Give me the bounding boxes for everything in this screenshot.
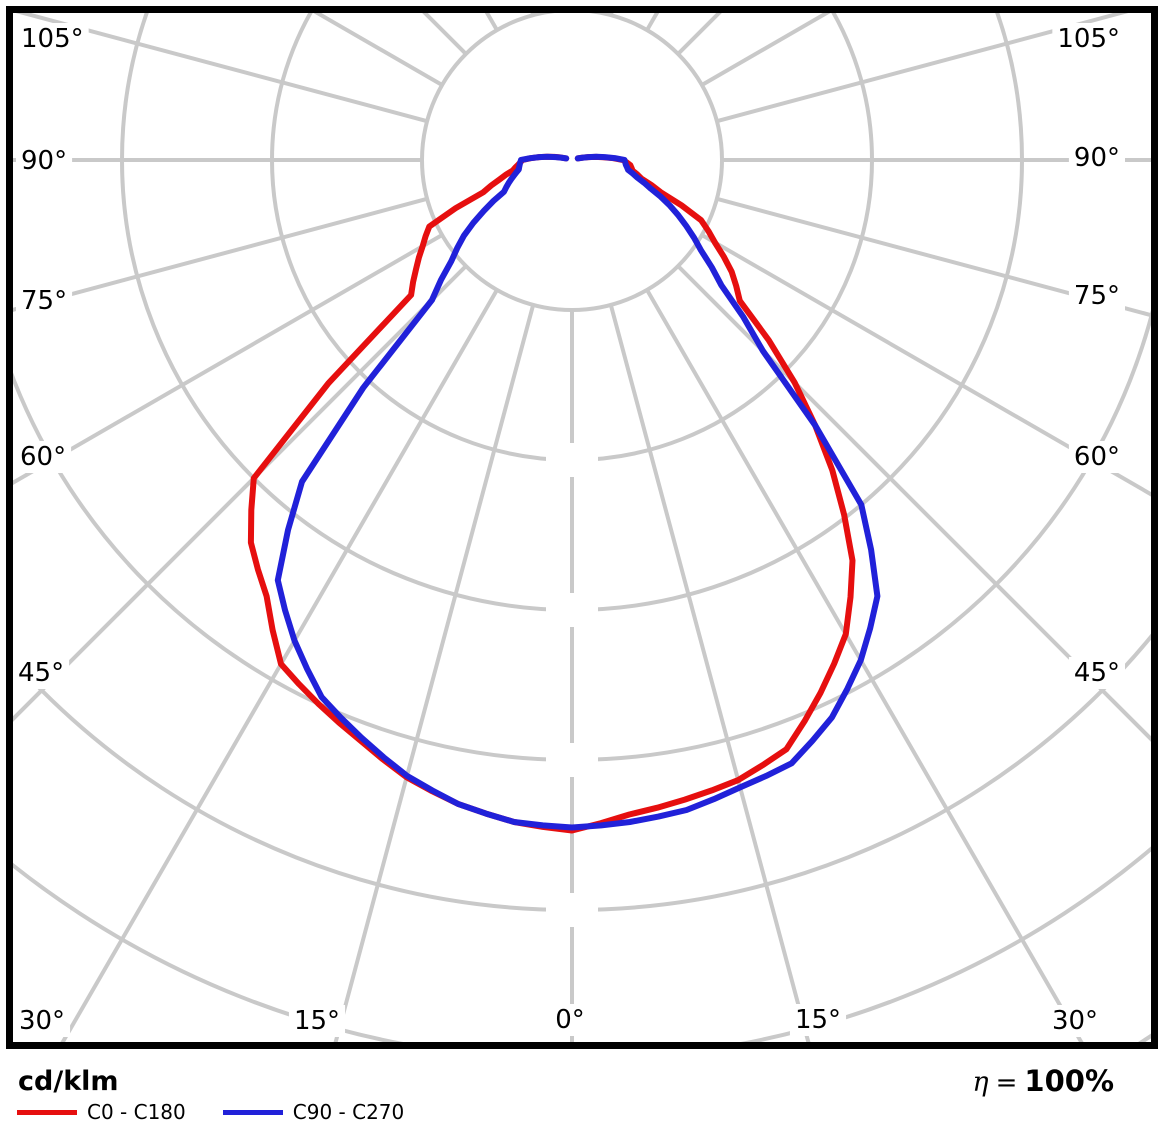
curve-c90-c270 xyxy=(274,153,881,831)
grid-radial-line xyxy=(716,196,1151,318)
grid-radial-line xyxy=(15,13,428,124)
angle-label: 60° xyxy=(1074,442,1120,472)
grid-radial-line xyxy=(716,13,1129,124)
grid-circle xyxy=(13,308,1151,762)
grid-radial-line xyxy=(13,264,468,722)
angle-label: 0° xyxy=(555,1005,585,1035)
angle-label-backing xyxy=(1068,280,1125,312)
ring-value-box xyxy=(546,743,598,777)
angle-label-backing xyxy=(1068,657,1125,689)
angle-label: 30° xyxy=(19,1006,65,1036)
angle-label-backing xyxy=(15,441,72,473)
grid-radial-line xyxy=(13,196,428,312)
angle-label-backing xyxy=(1068,142,1125,174)
angle-label: 105° xyxy=(21,24,84,54)
legend-label-c90-c270: C90 - C270 xyxy=(292,1100,405,1124)
angle-label: 45° xyxy=(1074,658,1120,688)
grid-radial-line xyxy=(608,304,811,1042)
angle-label-backing xyxy=(13,1005,71,1037)
eta-value: 100% xyxy=(1024,1064,1114,1098)
ring-value-box xyxy=(546,593,598,627)
grid-radial-line xyxy=(700,233,1151,497)
angle-label: 105° xyxy=(1057,24,1120,54)
angle-label: 90° xyxy=(1074,143,1120,173)
angle-label-backing xyxy=(13,657,70,689)
legend-item-c90: C90 - C270 xyxy=(222,1100,405,1124)
grid-radial-line xyxy=(60,288,499,1042)
ring-value-box xyxy=(546,893,598,927)
angle-label-backing xyxy=(16,145,73,177)
unit-label: cd/klm xyxy=(18,1066,119,1097)
grid-radial-line xyxy=(13,233,444,486)
eta-symbol: η xyxy=(972,1067,989,1098)
angle-label: 75° xyxy=(1074,281,1120,311)
angle-label: 90° xyxy=(21,146,67,176)
angle-label: 60° xyxy=(20,442,66,472)
angle-label-backing xyxy=(1052,23,1125,55)
angle-label-backing xyxy=(1046,1005,1104,1037)
legend-label-c0-c180: C0 - C180 xyxy=(87,1100,186,1124)
legend-swatch-c0-c180 xyxy=(17,1109,77,1115)
angle-label: 15° xyxy=(294,1006,340,1036)
plot-border xyxy=(6,6,1158,1049)
angle-label-backing xyxy=(16,23,89,55)
efficiency-label: η = 100% xyxy=(972,1064,1114,1098)
grid-radial-line xyxy=(676,264,1151,742)
angle-label: 45° xyxy=(18,658,64,688)
angle-label-backing xyxy=(550,1004,590,1036)
ring-value-box xyxy=(546,443,598,477)
angle-label-backing xyxy=(16,285,73,317)
angle-label-backing xyxy=(789,1004,847,1036)
angle-label: 75° xyxy=(21,286,67,316)
grid-circle xyxy=(420,13,724,312)
polar-grid xyxy=(13,13,1151,1042)
legend: C0 - C180 C90 - C270 xyxy=(17,1100,404,1124)
grid-radial-line xyxy=(645,288,1084,1042)
angle-label-backing xyxy=(288,1005,346,1037)
angle-label: 15° xyxy=(795,1005,841,1035)
grid-radial-line xyxy=(333,304,536,1042)
angle-label: 30° xyxy=(1052,1006,1098,1036)
polar-photometric-chart: 105° 90° 75° 60° 45° 30° 15° 0° 15° 30° 105° 90° 75°… xyxy=(6,6,1158,1049)
eta-equals: = xyxy=(995,1068,1018,1098)
angle-labels: 105° 90° 75° 60° 45° 30° 15° 0° 15° 30° 105° 90° 75°… xyxy=(13,23,1125,1037)
angle-label-backing xyxy=(1068,441,1125,473)
legend-swatch-c90-c270 xyxy=(222,1109,283,1115)
legend-item-c0: C0 - C180 xyxy=(17,1100,186,1124)
